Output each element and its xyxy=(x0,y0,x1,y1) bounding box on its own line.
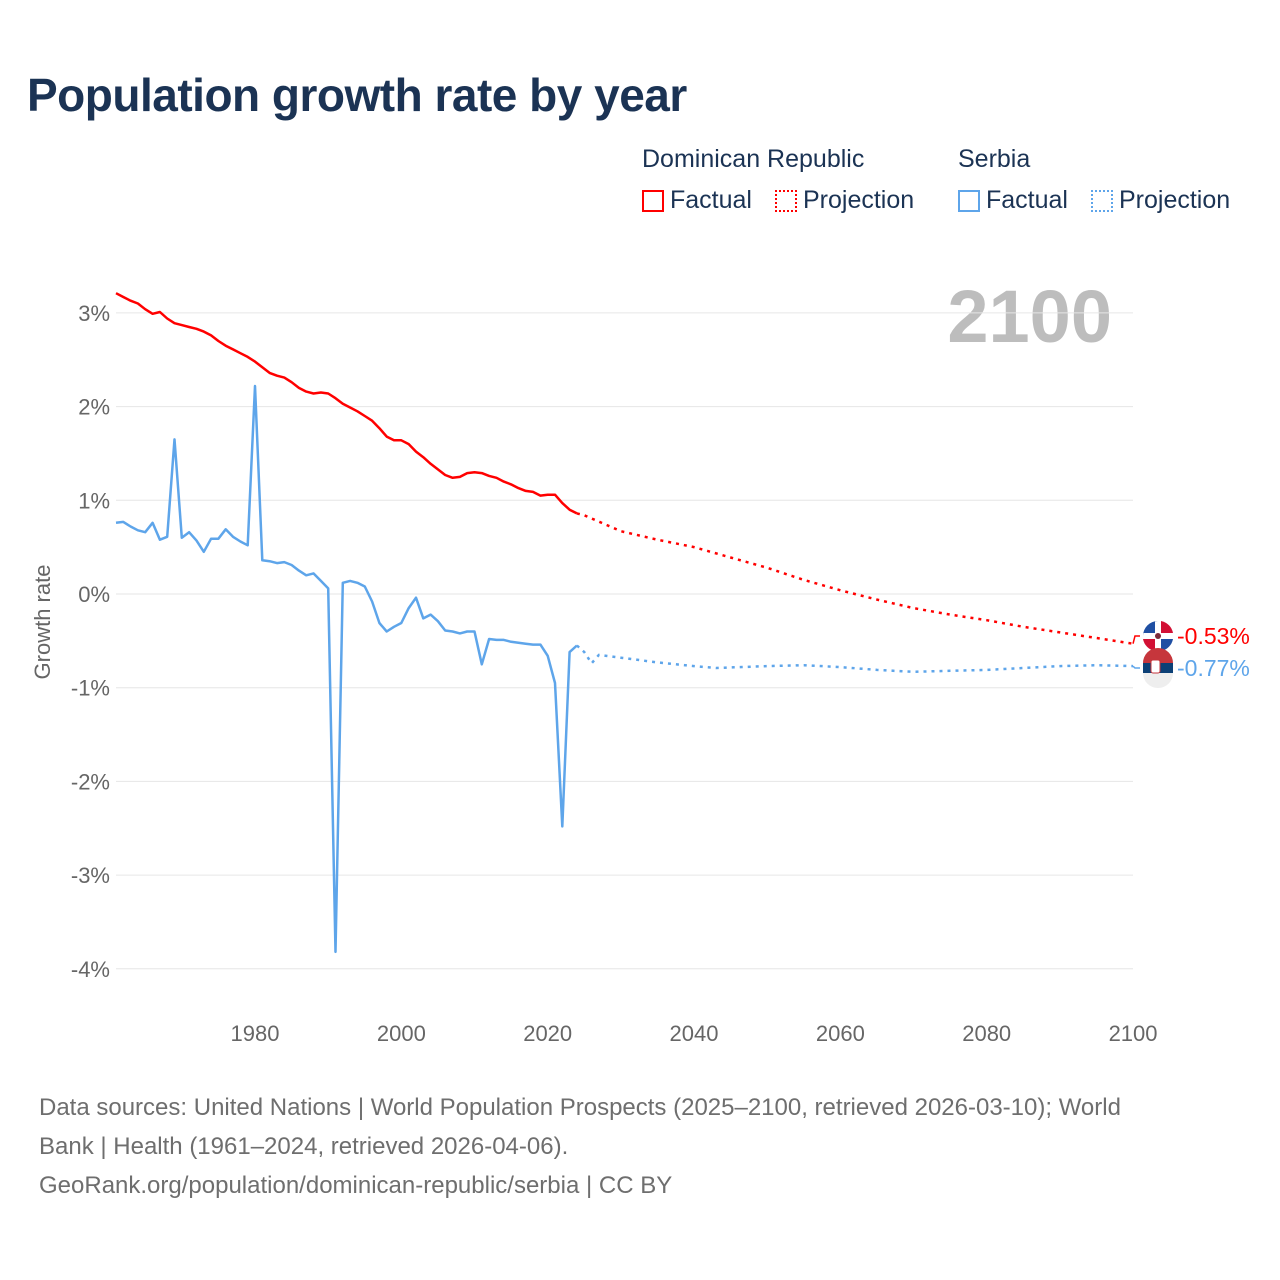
y-tick-label: -3% xyxy=(71,863,110,888)
legend-swatch-solid xyxy=(958,189,980,212)
x-tick-label: 1980 xyxy=(231,1021,280,1046)
flag-emblem xyxy=(1155,633,1161,639)
dominican-republic-flag-icon xyxy=(1143,621,1173,651)
y-tick-label: 1% xyxy=(78,488,110,513)
legend-swatch-dotted xyxy=(775,189,797,212)
y-tick-label: 0% xyxy=(78,582,110,607)
flag-stripe xyxy=(1143,673,1173,688)
chart-title: Population growth rate by year xyxy=(27,69,687,121)
x-tick-label: 2080 xyxy=(962,1021,1011,1046)
year-watermark: 2100 xyxy=(947,275,1112,358)
y-tick-label: 2% xyxy=(78,395,110,420)
legend-swatch-solid xyxy=(642,189,664,212)
flag-quarter xyxy=(1161,639,1173,651)
y-tick-label: -1% xyxy=(71,676,110,701)
end-value-label: -0.53% xyxy=(1177,623,1250,649)
x-tick-label: 2100 xyxy=(1109,1021,1158,1046)
x-tick-label: 2020 xyxy=(523,1021,572,1046)
end-value-label: -0.77% xyxy=(1177,655,1250,681)
footer-sources-cont: Bank | Health (1961–2024, retrieved 2026… xyxy=(39,1133,569,1160)
legend-label: Projection xyxy=(803,186,915,214)
y-tick-label: 3% xyxy=(78,301,110,326)
flag-quarter xyxy=(1143,639,1155,651)
series-line-serbia-projection xyxy=(576,644,1134,674)
legend-swatch-dotted xyxy=(1091,189,1113,212)
x-tick-label: 2060 xyxy=(816,1021,865,1046)
legend-group-serbia: Serbia xyxy=(958,145,1031,173)
footer: Data sources: United Nations | World Pop… xyxy=(39,1088,1239,1205)
legend-serbia-projection[interactable]: Projection xyxy=(1091,186,1230,215)
legend-label: Factual xyxy=(670,186,752,214)
serbia-flag-icon xyxy=(1143,648,1173,688)
series-line-dominican-republic-projection xyxy=(576,512,1134,645)
legend-label: Factual xyxy=(986,186,1068,214)
flag-quarter xyxy=(1143,621,1158,636)
legend-label: Projection xyxy=(1119,186,1231,214)
legend-dr-factual[interactable]: Factual xyxy=(642,186,752,215)
flag-emblem xyxy=(1150,659,1161,674)
legend-group-dominican-republic: Dominican Republic xyxy=(642,145,865,173)
end-connector xyxy=(1132,665,1140,669)
flag-quarter xyxy=(1161,621,1173,633)
series-line-serbia-factual xyxy=(115,384,578,954)
x-tick-label: 2000 xyxy=(377,1021,426,1046)
x-tick-label: 2040 xyxy=(670,1021,719,1046)
series-line-dominican-republic-factual xyxy=(115,292,578,515)
y-axis-label: Growth rate xyxy=(30,565,55,680)
footer-link[interactable]: GeoRank.org/population/dominican-republi… xyxy=(39,1172,673,1199)
footer-sources: Data sources: United Nations | World Pop… xyxy=(39,1094,1121,1121)
flag-stripe xyxy=(1143,648,1173,663)
legend-serbia-factual[interactable]: Factual xyxy=(958,186,1068,215)
y-tick-label: -4% xyxy=(71,957,110,982)
legend-dr-projection[interactable]: Projection xyxy=(775,186,914,215)
y-tick-label: -2% xyxy=(71,769,110,794)
end-connector xyxy=(1132,635,1140,644)
